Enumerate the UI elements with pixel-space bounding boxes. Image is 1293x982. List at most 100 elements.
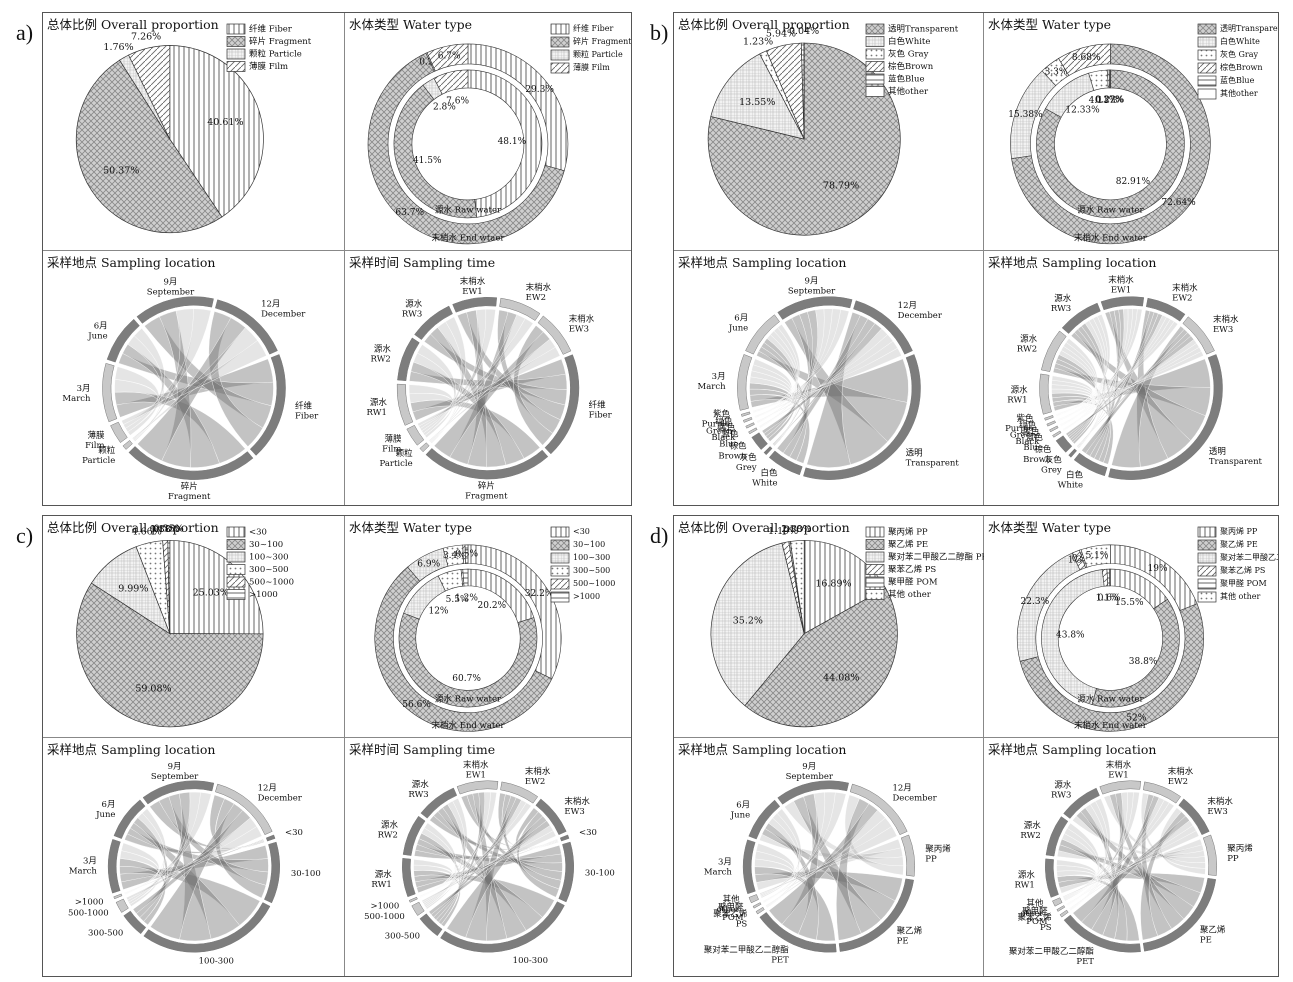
a-water-type: 水体类型 Water type 29.3% 63.7% 0.2% 6.7% 48.1% 4…	[345, 13, 632, 251]
chord-node-label: 末梢水	[460, 276, 486, 287]
legend-swatch	[865, 551, 885, 563]
legend-swatch	[226, 23, 246, 35]
chord-node-arc	[1059, 909, 1069, 918]
chord-node-arc	[745, 422, 755, 429]
chord-node-label: 其他	[723, 894, 741, 905]
chord-node-label: 棕色	[730, 440, 748, 451]
chord-node-sublabel: PS	[736, 919, 748, 929]
chord-node-sublabel: RW2	[1020, 831, 1040, 841]
inner-ring-segment	[1036, 69, 1185, 219]
panel-letter-d: d)	[650, 523, 669, 548]
outer-ring-segment	[1080, 544, 1111, 568]
segment-value-label: 38.8%	[1129, 657, 1158, 667]
sub-title: 采样地点 Sampling location	[988, 255, 1157, 270]
chord-node-sublabel: White	[752, 479, 777, 489]
chord-node-arc	[751, 432, 768, 450]
chord-node-label: 末梢水	[564, 796, 590, 807]
chord-ribbon	[132, 809, 251, 914]
chord-node-arc	[265, 834, 276, 842]
chord-node-sublabel: PE	[1200, 935, 1212, 945]
legend-swatch	[226, 48, 246, 60]
legend-label: 30~100	[573, 540, 605, 549]
chord-ribbon	[806, 312, 861, 468]
pie-slice	[169, 45, 264, 218]
chord-node-arc	[414, 305, 453, 340]
slice-value-label: 9.99%	[118, 583, 148, 594]
segment-value-label: 5.1%	[1086, 551, 1109, 561]
chord-node-sublabel: EW2	[526, 293, 546, 303]
pie-slice	[710, 542, 805, 707]
legend-label: 聚对苯二甲酸乙二醇酯 PET	[888, 552, 984, 563]
legend-label: 白色White	[888, 36, 930, 47]
chord-node-label: 末梢水	[1172, 283, 1198, 294]
inner-ring-name: 源水 Raw water	[435, 204, 502, 215]
legend-label: 30~100	[249, 540, 283, 550]
chord-ribbon	[419, 830, 557, 897]
chord-node-sublabel: Black	[1015, 437, 1040, 447]
chord-node-arc	[1049, 425, 1059, 433]
legend-swatch	[865, 48, 885, 60]
segment-value-label: 15.38%	[1008, 110, 1043, 120]
legend-label: 500~1000	[573, 579, 615, 588]
chord-node-sublabel: Fiber	[295, 412, 319, 422]
chord-node-sublabel: RW3	[1051, 304, 1071, 314]
chord-ribbon	[516, 811, 560, 898]
chord-node-sublabel: Fragment	[465, 492, 508, 502]
chord-ribbon	[428, 338, 556, 442]
chord-ribbon	[124, 826, 263, 894]
chord-ribbon	[446, 815, 547, 938]
chord-node-sublabel: White	[1058, 481, 1083, 491]
b-water-type: 水体类型 Water type 72.64% 15.38% 3.3% 8.68% 82.…	[984, 13, 1287, 251]
slice-value-label: 40.61%	[207, 117, 243, 128]
legend-label: 薄膜 Film	[249, 61, 288, 72]
chord-node-sublabel: EW3	[569, 325, 589, 335]
donut-chart: 72.64% 15.38% 3.3% 8.68% 82.91% 12.33%4.11%0.…	[1008, 23, 1287, 245]
chord-node-arc	[777, 780, 849, 805]
chord-node-arc	[406, 424, 425, 446]
chord-node-arc	[110, 421, 128, 443]
slice-value-label: 35.2%	[733, 615, 763, 626]
chord-node-label: 3月	[718, 857, 732, 867]
sub-title: 总体比例 Overall proportion	[678, 17, 850, 32]
chord-ribbon	[214, 798, 267, 899]
chord-ribbon	[1081, 328, 1188, 454]
chord-node-arc	[440, 901, 565, 953]
chord-node-label: 蓝色	[1026, 432, 1044, 443]
chord-node-label: 聚丙烯	[1227, 843, 1253, 854]
chord-node-label: 300-500	[385, 931, 420, 941]
chord-node-label: 灰色	[740, 452, 758, 463]
legend-swatch	[226, 539, 246, 550]
segment-value-label: 52%	[1126, 713, 1146, 723]
a-overall-proportion: 总体比例 Overall proportion 40.61% 50.37% 1.76…	[43, 13, 345, 251]
segment-value-label: 32.2%	[525, 589, 554, 599]
chord-node-sublabel: EW3	[564, 807, 584, 817]
chord-node-sublabel: PS	[1040, 923, 1052, 933]
segment-value-label: 0.6%	[1098, 593, 1121, 603]
outer-ring-name: 末梢水 End water	[1074, 232, 1148, 243]
chord-node-label: <30	[579, 828, 597, 838]
chord-node-sublabel: December	[261, 310, 306, 320]
segment-value-label: 20.2%	[478, 601, 507, 611]
c-overall-proportion: 总体比例 Overall proportion 25.03% 59.08% 9.99…	[43, 516, 345, 738]
chord-node-label: 末梢水	[526, 282, 552, 293]
segment-value-label: 19%	[1148, 564, 1168, 574]
panel-d: 总体比例 Overall proportion 16.89% 44.08% 35.2…	[673, 515, 1293, 977]
chord-node-label: 末梢水	[463, 760, 489, 771]
chord-node-label: 聚对苯二甲酸乙二醇酯	[704, 944, 790, 955]
pie-slice	[710, 53, 805, 140]
legend-swatch	[1197, 23, 1217, 35]
segment-value-label: 3.4%	[443, 551, 466, 561]
chord-node-label: 颗粒	[98, 445, 116, 456]
chord-node-label: 灰色	[1045, 455, 1063, 466]
chord-node-arc	[1100, 296, 1145, 311]
legend-label: 其他other	[1220, 88, 1258, 98]
slice-value-label: 2.38%	[781, 524, 811, 535]
chord-node-arc	[1039, 373, 1052, 415]
slice-value-label: 44.08%	[823, 673, 859, 684]
legend-label: 聚甲醛 POM	[888, 577, 938, 588]
pie-slice	[789, 540, 805, 634]
outer-ring-name: 末梢水 End water	[1074, 720, 1148, 731]
chord-node-sublabel: RW1	[1007, 396, 1027, 406]
chord-node-label: 聚甲醛	[1022, 906, 1048, 917]
slice-value-label: 1.23%	[743, 36, 773, 47]
